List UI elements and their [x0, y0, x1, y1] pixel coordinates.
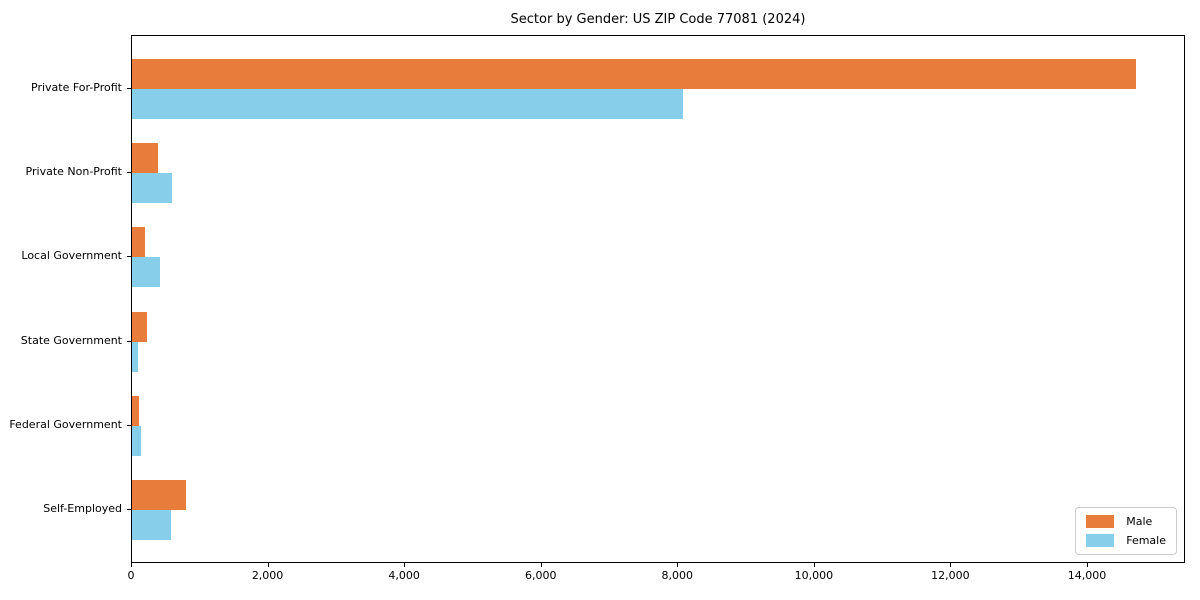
x-tick-mark — [950, 563, 952, 567]
x-tick-mark — [540, 563, 542, 567]
plot-area: Male Female — [131, 35, 1185, 563]
bar-female-self-employed — [132, 510, 171, 540]
x-tick-mark — [813, 563, 815, 567]
x-axis-tick-label: 0 — [127, 569, 135, 582]
female-series-swatch-icon — [1086, 534, 1115, 547]
y-tick-mark — [127, 88, 131, 89]
legend-item-female: Female — [1086, 534, 1166, 547]
bar-female-private-non-profit — [132, 173, 172, 204]
x-axis-tick-label: 8,000 — [661, 569, 694, 582]
legend-label-male: Male — [1126, 515, 1153, 528]
y-axis-category-label: Private For-Profit — [31, 81, 122, 94]
x-axis-tick-label: 14,000 — [1067, 569, 1107, 582]
x-tick-mark — [267, 563, 269, 567]
x-tick-mark — [131, 563, 132, 567]
y-tick-mark — [127, 340, 131, 342]
legend: Male Female — [1075, 507, 1177, 555]
legend-item-male: Male — [1086, 515, 1166, 528]
bar-male-state-government — [132, 311, 147, 342]
male-series-swatch-icon — [1086, 515, 1115, 528]
bar-female-state-government — [132, 341, 139, 372]
x-tick-mark — [1087, 563, 1088, 567]
x-axis-tick-label: 12,000 — [931, 569, 970, 582]
bar-male-private-for-profit — [132, 59, 1136, 89]
y-tick-mark — [127, 256, 131, 258]
y-tick-mark — [127, 509, 131, 510]
x-axis-tick-label: 2,000 — [251, 569, 284, 582]
x-axis-tick-label: 4,000 — [388, 569, 420, 582]
y-tick-mark — [127, 172, 131, 174]
x-tick-mark — [404, 563, 406, 567]
bar-male-self-employed — [132, 480, 186, 510]
x-axis-tick-label: 6,000 — [524, 569, 557, 582]
y-axis-category-label: Self-Employed — [43, 502, 122, 515]
bar-male-local-government — [132, 227, 146, 258]
y-axis-category-label: Local Government — [21, 249, 122, 263]
y-axis-category-label: State Government — [20, 333, 122, 347]
y-tick-mark — [127, 424, 131, 426]
y-axis-category-label: Private Non-Profit — [25, 165, 122, 179]
bar-male-federal-government — [132, 395, 140, 426]
x-axis-tick-label: 10,000 — [794, 569, 834, 582]
bar-female-private-for-profit — [132, 89, 684, 119]
bar-male-private-non-profit — [132, 143, 158, 174]
x-tick-mark — [677, 563, 679, 567]
y-axis-category-label: Federal Government — [9, 417, 122, 431]
legend-label-female: Female — [1126, 534, 1166, 547]
bar-female-local-government — [132, 257, 161, 288]
chart-title: Sector by Gender: US ZIP Code 77081 (202… — [510, 12, 806, 27]
bar-female-federal-government — [132, 425, 141, 456]
